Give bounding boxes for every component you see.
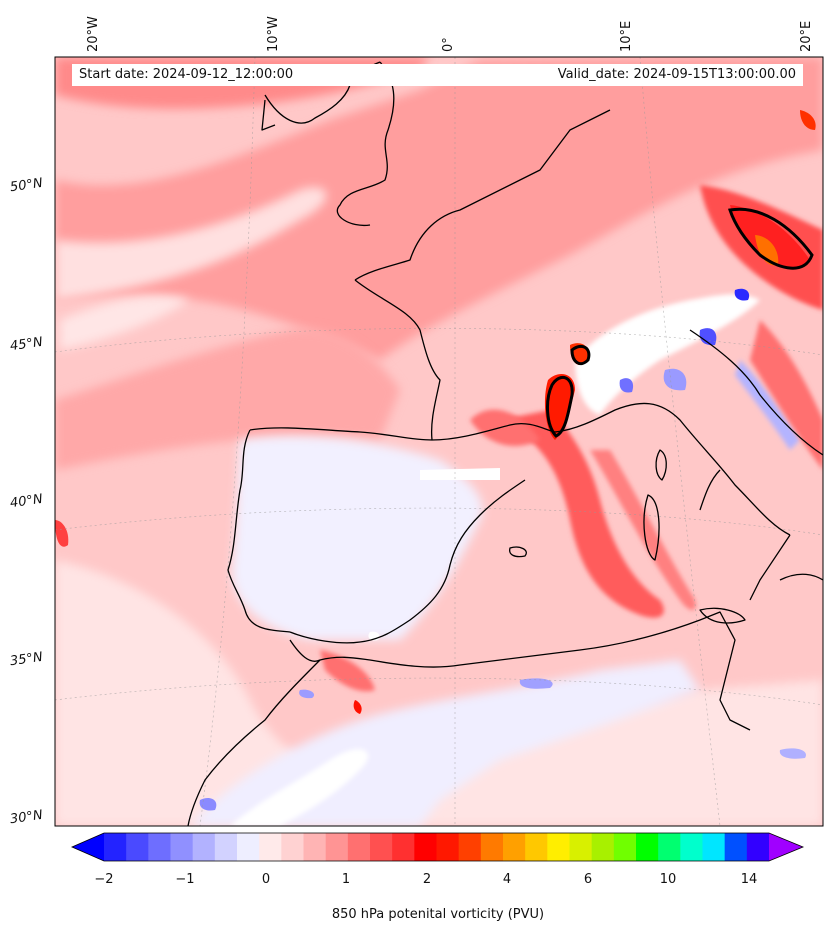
colorbar-segment	[702, 833, 726, 861]
lon-label-0: 0°	[441, 37, 456, 52]
colorbar-tick: 14	[740, 872, 758, 887]
map-field	[55, 57, 823, 826]
colorbar-tick: 10	[659, 872, 677, 887]
colorbar-tick: 0	[261, 872, 271, 887]
colorbar-segment	[148, 833, 171, 861]
map-frame	[54, 56, 824, 827]
colorbar-segment	[104, 833, 127, 861]
colorbar-segment	[569, 833, 593, 861]
colorbar-tick: 6	[583, 872, 593, 887]
colorbar-segment	[392, 833, 415, 861]
colorbar-segment	[503, 833, 526, 861]
colorbar-segment	[303, 833, 327, 861]
colorbar-segment	[458, 833, 482, 861]
date-header: Start date: 2024-09-12_12:00:00 Valid_da…	[72, 64, 803, 86]
colorbar-extend-min	[72, 833, 104, 861]
colorbar-segment	[370, 833, 393, 861]
colorbar-segment	[414, 833, 437, 861]
colorbar-segment	[591, 833, 615, 861]
colorbar-segment	[259, 833, 282, 861]
colorbar-segment	[237, 833, 260, 861]
colorbar-segment	[347, 833, 371, 861]
colorbar-extend-max	[769, 833, 803, 861]
colorbar-segment	[281, 833, 304, 861]
colorbar-segment	[724, 833, 748, 861]
colorbar-segment	[547, 833, 570, 861]
colorbar-tick: −2	[94, 872, 114, 887]
colorbar-tick: 4	[502, 872, 512, 887]
colorbar-segment	[170, 833, 194, 861]
lon-label-10w: 10°W	[266, 16, 281, 52]
colorbar-segment	[192, 833, 216, 861]
lon-label-10e: 10°E	[619, 20, 634, 52]
colorbar	[71, 832, 805, 862]
colorbar-segment	[436, 833, 460, 861]
colorbar-segment	[525, 833, 548, 861]
lon-label-20e: 20°E	[799, 20, 814, 52]
lon-label-20w: 20°W	[86, 16, 101, 52]
colorbar-segment	[636, 833, 659, 861]
colorbar-tick: 1	[341, 872, 351, 887]
colorbar-segment	[480, 833, 504, 861]
colorbar-tick: 2	[422, 872, 432, 887]
colorbar-segment	[214, 833, 238, 861]
colorbar-segment	[658, 833, 681, 861]
colorbar-tick: −1	[175, 872, 195, 887]
colorbar-segment	[613, 833, 637, 861]
colorbar-title: 850 hPa potenital vorticity (PVU)	[331, 907, 545, 922]
colorbar-segment	[126, 833, 149, 861]
start-date-label: Start date: 2024-09-12_12:00:00	[79, 67, 294, 82]
colorbar-segment	[680, 833, 703, 861]
colorbar-outline	[71, 832, 805, 862]
colorbar-segment	[325, 833, 349, 861]
colorbar-segment	[746, 833, 770, 861]
valid-date-label: Valid_date: 2024-09-15T13:00:00.00	[557, 67, 796, 82]
